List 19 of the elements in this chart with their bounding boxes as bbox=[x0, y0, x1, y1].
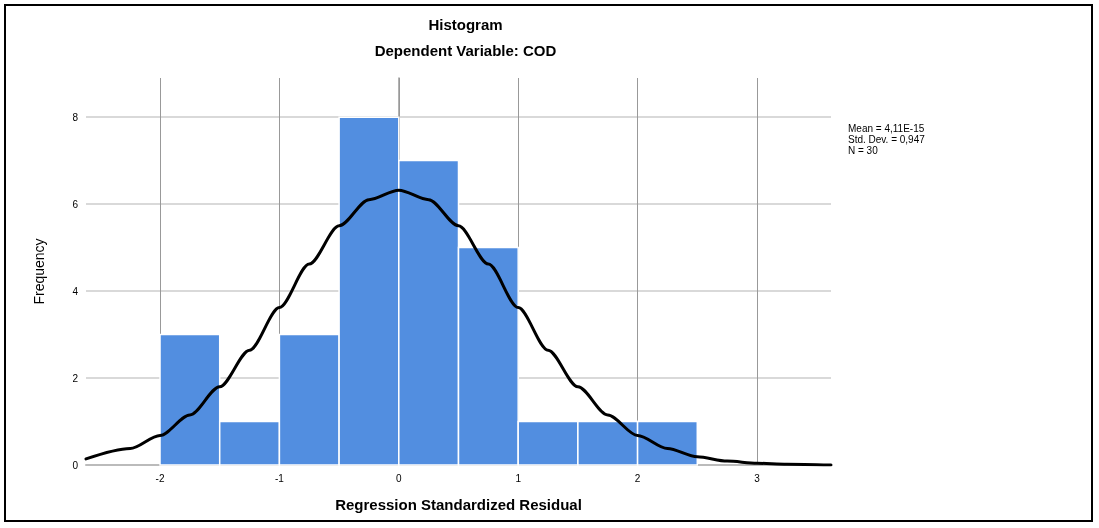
y-tick-label: 6 bbox=[72, 198, 79, 210]
x-axis-title: Regression Standardized Residual bbox=[335, 496, 582, 513]
x-tick-label: -1 bbox=[274, 472, 285, 484]
x-tick-label: 0 bbox=[396, 472, 403, 484]
text: N = 30 bbox=[848, 145, 879, 156]
y-tick-label: 2 bbox=[72, 372, 79, 384]
text: Mean = 4,11E-15 bbox=[848, 123, 925, 134]
y-tick-label: 4 bbox=[72, 285, 79, 297]
x-tick-label: -2 bbox=[155, 472, 165, 484]
x-tick-label: 1 bbox=[515, 472, 522, 484]
chart-subtitle: Dependent Variable: COD bbox=[374, 42, 557, 59]
x-tick-label: 3 bbox=[754, 472, 761, 484]
y-axis-title: Frequency bbox=[31, 238, 47, 305]
y-tick-label: 0 bbox=[72, 459, 79, 471]
chart-title: Histogram bbox=[428, 16, 503, 33]
x-tick-label: 2 bbox=[634, 472, 641, 484]
text: Std. Dev. = 0,947 bbox=[848, 134, 926, 145]
line-series bbox=[84, 188, 833, 467]
y-tick-label: 8 bbox=[72, 111, 79, 123]
